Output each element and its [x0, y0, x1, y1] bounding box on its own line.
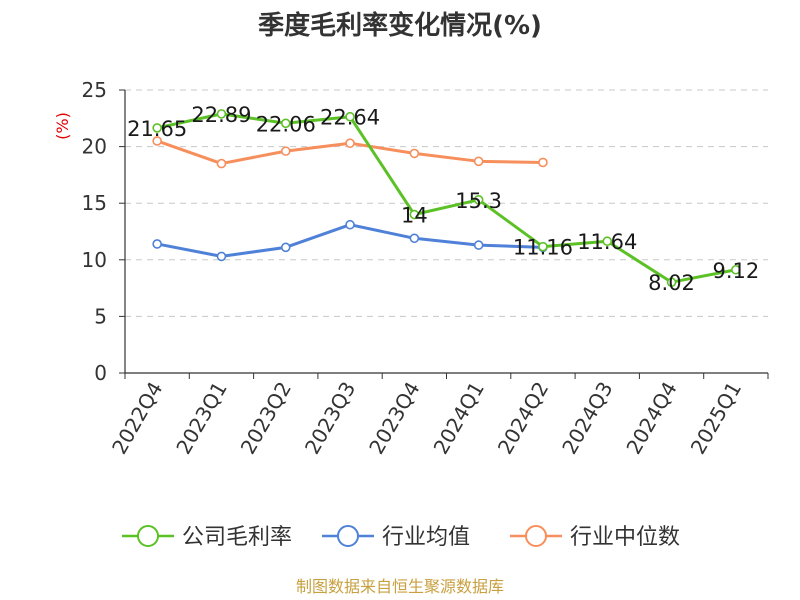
x-tick-label: 2024Q3 — [557, 378, 617, 459]
data-point — [473, 240, 484, 250]
y-tick-label: 25 — [82, 78, 107, 102]
data-point — [473, 195, 484, 205]
legend-label: 行业均值 — [382, 525, 470, 550]
data-point — [538, 157, 548, 168]
legend-label: 行业中位数 — [570, 525, 680, 550]
data-point — [152, 123, 162, 133]
data-point — [216, 158, 227, 169]
data-point — [345, 219, 355, 230]
y-tick-label: 0 — [94, 361, 107, 385]
x-tick-label: 2023Q2 — [236, 378, 296, 459]
data-label: 22.64 — [320, 106, 380, 130]
x-tick-label: 2023Q1 — [171, 378, 231, 459]
data-point — [731, 264, 741, 275]
data-point — [216, 251, 227, 262]
data-point — [280, 118, 291, 129]
x-tick-label: 2024Q2 — [493, 378, 553, 459]
data-point — [538, 241, 548, 252]
data-label: 15.3 — [455, 189, 502, 213]
y-unit-label: (%) — [53, 112, 72, 140]
data-label: 9.12 — [712, 259, 759, 283]
legend: 公司毛利率 行业均值 行业中位数 — [122, 525, 680, 550]
y-tick-label: 20 — [82, 135, 107, 159]
data-point — [280, 242, 291, 253]
data-point — [152, 136, 162, 146]
data-point — [152, 239, 162, 249]
data-label: 14 — [401, 204, 428, 228]
data-label: 22.06 — [256, 112, 316, 136]
data-point — [409, 233, 420, 244]
data-point — [409, 209, 420, 220]
chart-title: 季度毛利率变化情况(%) — [258, 10, 542, 41]
data-point — [666, 277, 677, 288]
data-label: 11.16 — [513, 236, 573, 260]
data-point — [345, 138, 355, 149]
data-label: 21.65 — [127, 117, 187, 141]
data-point — [280, 146, 291, 156]
data-point — [473, 156, 484, 167]
legend-marker — [525, 525, 547, 547]
legend-label: 公司毛利率 — [182, 525, 292, 550]
data-label: 11.64 — [577, 230, 637, 254]
y-tick-label: 15 — [82, 191, 107, 215]
grid-lines — [125, 89, 768, 317]
data-point — [409, 148, 420, 159]
data-label: 22.89 — [191, 103, 251, 127]
source-note: 制图数据来自恒生聚源数据库 — [296, 577, 504, 596]
x-tick-label: 2025Q1 — [686, 378, 746, 459]
x-tick-label: 2023Q4 — [364, 378, 424, 459]
y-tick-label: 10 — [82, 248, 107, 272]
series-group — [152, 109, 741, 288]
x-tick-label: 2023Q3 — [300, 378, 360, 459]
data-point — [602, 236, 613, 247]
y-tick-label: 5 — [94, 304, 107, 328]
x-tick-label: 2024Q1 — [429, 378, 489, 459]
data-point — [216, 109, 227, 119]
series-line — [156, 112, 737, 284]
data-label: 8.02 — [648, 271, 695, 295]
x-tick-label: 2024Q4 — [621, 378, 681, 459]
data-point — [345, 111, 355, 122]
legend-marker — [137, 525, 159, 547]
legend-marker — [337, 525, 359, 547]
x-tick-label: 2022Q4 — [107, 378, 167, 459]
